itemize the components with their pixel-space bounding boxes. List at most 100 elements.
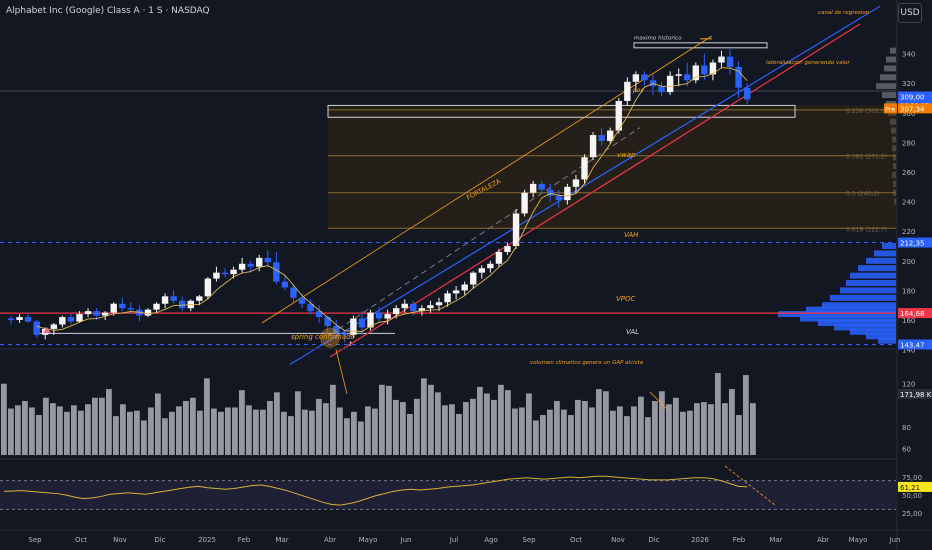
candle <box>512 213 520 247</box>
signal-marker <box>43 327 51 333</box>
chart-annotation: lateralización generando valor <box>766 59 851 66</box>
price-tick: 220 <box>902 228 915 236</box>
time-tick: Sep <box>522 536 536 544</box>
candle <box>144 309 152 316</box>
volume-bar <box>652 401 658 455</box>
volume-bar <box>638 396 644 455</box>
price-tick: 300 <box>902 110 915 118</box>
volume-profile-bar <box>778 311 896 318</box>
volume-bar <box>239 390 245 455</box>
time-tick: Jul <box>449 536 459 544</box>
time-tick: 2025 <box>198 536 216 544</box>
candle <box>410 303 417 312</box>
price-tag <box>898 237 932 248</box>
volume-bar <box>106 389 112 455</box>
price-tick: 340 <box>902 51 915 59</box>
volume-bar <box>456 413 462 455</box>
volume-bar <box>449 404 455 455</box>
candle <box>538 183 545 190</box>
volume-bar <box>596 389 602 455</box>
volume-bar <box>470 398 476 455</box>
volume-bar <box>113 416 119 455</box>
volume-bar <box>183 401 189 455</box>
volume-bar <box>358 421 364 455</box>
volume-bar <box>134 410 140 455</box>
fortaleza-channel-top <box>261 35 713 324</box>
price-tag <box>898 339 932 350</box>
time-tick: Feb <box>238 536 251 544</box>
volume-bar <box>575 399 581 455</box>
price-tag-label: 307,34 <box>900 105 925 113</box>
time-tick: 2026 <box>691 536 709 544</box>
moving-average-line <box>36 67 748 332</box>
candle <box>358 318 366 328</box>
volume-bar <box>246 405 252 455</box>
volume-bar <box>603 391 609 455</box>
price-tick: 180 <box>902 287 915 295</box>
chart-annotation: vwap <box>617 151 636 159</box>
volume-profile-bar <box>890 47 896 54</box>
volume-bar <box>582 401 588 455</box>
volume-bar <box>400 402 406 455</box>
candle <box>230 269 237 275</box>
candle <box>264 257 271 263</box>
candle <box>298 297 306 304</box>
volume-profile-bar <box>892 171 896 178</box>
volume-bar <box>218 411 224 455</box>
volume-bar <box>57 406 63 455</box>
candle <box>324 317 331 326</box>
chart-annotation: poc <box>632 87 644 94</box>
volume-bar <box>36 415 42 455</box>
candle <box>333 325 340 334</box>
volume-bar <box>477 386 483 455</box>
volume-bar <box>498 384 504 455</box>
volume-bar <box>533 420 539 455</box>
volume-bar <box>155 393 161 455</box>
candle <box>589 135 597 158</box>
volume-profile-bar <box>892 136 896 143</box>
volume-profile-bar <box>893 180 896 187</box>
volume-profile-bar <box>822 302 896 309</box>
candle <box>213 272 220 279</box>
volume-bar <box>561 409 567 455</box>
volume-bar <box>505 390 511 455</box>
candle <box>393 308 400 315</box>
volume-profile-bar <box>893 154 896 161</box>
time-tick: Mayo <box>849 536 868 544</box>
fib-level-label: 0.382 (271,2) <box>846 154 887 161</box>
candle <box>743 87 751 100</box>
volume-tick: 80 <box>902 424 911 432</box>
volume-bar <box>43 397 49 455</box>
rsi-arrow <box>724 465 776 506</box>
candle <box>632 74 640 82</box>
price-tag-label: 171,98 K <box>900 391 932 399</box>
candle <box>196 296 203 301</box>
volume-arrow <box>649 391 669 411</box>
volume-bar <box>260 409 266 455</box>
volume-bar <box>50 403 56 455</box>
volume-bar <box>421 378 427 455</box>
rsi-tick: 50,00 <box>902 492 922 500</box>
volume-bar <box>71 405 77 455</box>
volume-profile-bar <box>878 337 896 344</box>
candle <box>110 303 117 313</box>
volume-bar <box>337 407 343 455</box>
price-tick: 160 <box>902 317 915 325</box>
candle <box>170 296 177 301</box>
volume-bar <box>491 399 497 455</box>
time-tick: Mar <box>769 536 782 544</box>
currency-button[interactable]: USD <box>898 3 922 23</box>
candle <box>367 312 374 328</box>
candle <box>581 157 588 180</box>
candle <box>684 74 691 81</box>
price-tick: 260 <box>902 169 915 177</box>
volume-bar <box>29 407 35 455</box>
price-tag-label: 143,47 <box>900 341 925 349</box>
price-tick: 240 <box>902 199 915 207</box>
candle <box>547 189 554 196</box>
volume-bar <box>694 403 700 455</box>
candle <box>290 287 297 298</box>
price-tag <box>898 389 932 399</box>
regression-midline <box>329 127 641 336</box>
